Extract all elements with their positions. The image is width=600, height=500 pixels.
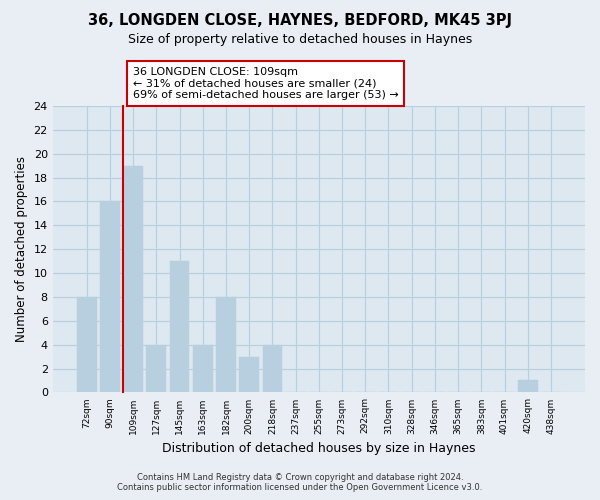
Bar [146,344,166,393]
X-axis label: Distribution of detached houses by size in Haynes: Distribution of detached houses by size … [162,442,476,455]
Bar [216,297,236,392]
Bar [100,202,120,392]
Text: Size of property relative to detached houses in Haynes: Size of property relative to detached ho… [128,32,472,46]
Bar [239,356,259,392]
Text: Contains HM Land Registry data © Crown copyright and database right 2024.
Contai: Contains HM Land Registry data © Crown c… [118,473,482,492]
Bar [518,380,538,392]
Text: 36, LONGDEN CLOSE, HAYNES, BEDFORD, MK45 3PJ: 36, LONGDEN CLOSE, HAYNES, BEDFORD, MK45… [88,12,512,28]
Bar [77,297,97,392]
Bar [170,261,190,392]
Y-axis label: Number of detached properties: Number of detached properties [15,156,28,342]
Bar [263,344,282,393]
Text: 36 LONGDEN CLOSE: 109sqm
← 31% of detached houses are smaller (24)
69% of semi-d: 36 LONGDEN CLOSE: 109sqm ← 31% of detach… [133,67,398,100]
Bar [123,166,143,392]
Bar [193,344,212,393]
